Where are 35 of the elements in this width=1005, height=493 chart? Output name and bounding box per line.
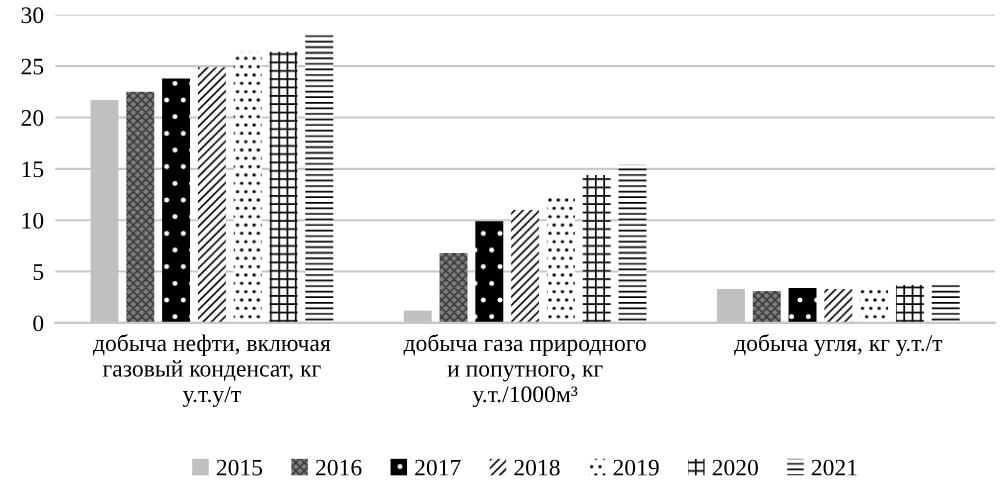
bar bbox=[618, 164, 647, 323]
bar bbox=[233, 51, 262, 323]
y-tick-label: 10 bbox=[22, 212, 44, 229]
x-tick-label: добыча газа природного и попутного, кг у.т./1000м³ bbox=[403, 334, 646, 408]
y-tick-label: 20 bbox=[21, 109, 44, 126]
y-tick-label: 30 bbox=[21, 7, 44, 24]
y-tick-label: 25 bbox=[21, 58, 44, 75]
legend-label: 2015 bbox=[216, 459, 263, 476]
legend-label: 2019 bbox=[613, 459, 659, 476]
legend-label: 2020 bbox=[712, 459, 758, 476]
bar bbox=[546, 197, 575, 323]
bar bbox=[582, 175, 611, 323]
x-tick-label: добыча нефти, включая газовый конденсат, кг у.т.у/т bbox=[92, 334, 331, 408]
legend-label: 2021 bbox=[811, 459, 857, 476]
bar bbox=[931, 283, 960, 323]
y-tick-label: 5 bbox=[33, 264, 44, 280]
bar bbox=[126, 91, 155, 323]
bar bbox=[197, 67, 226, 323]
bar bbox=[269, 51, 298, 323]
bar bbox=[895, 284, 924, 323]
legend-label: 2017 bbox=[415, 459, 461, 476]
x-tick-label: добыча угля, кг у.т./т bbox=[734, 334, 943, 357]
bar bbox=[860, 290, 889, 323]
bar bbox=[511, 209, 540, 323]
bar bbox=[162, 78, 191, 323]
bar bbox=[824, 289, 853, 323]
bar bbox=[788, 287, 817, 323]
legend-label: 2016 bbox=[316, 459, 362, 476]
bar bbox=[475, 221, 504, 323]
bar bbox=[752, 291, 781, 323]
y-tick-label: 0 bbox=[33, 315, 44, 332]
y-tick-label: 15 bbox=[22, 161, 44, 178]
bar bbox=[439, 253, 468, 323]
legend-label: 2018 bbox=[514, 459, 560, 476]
bar bbox=[305, 34, 334, 323]
